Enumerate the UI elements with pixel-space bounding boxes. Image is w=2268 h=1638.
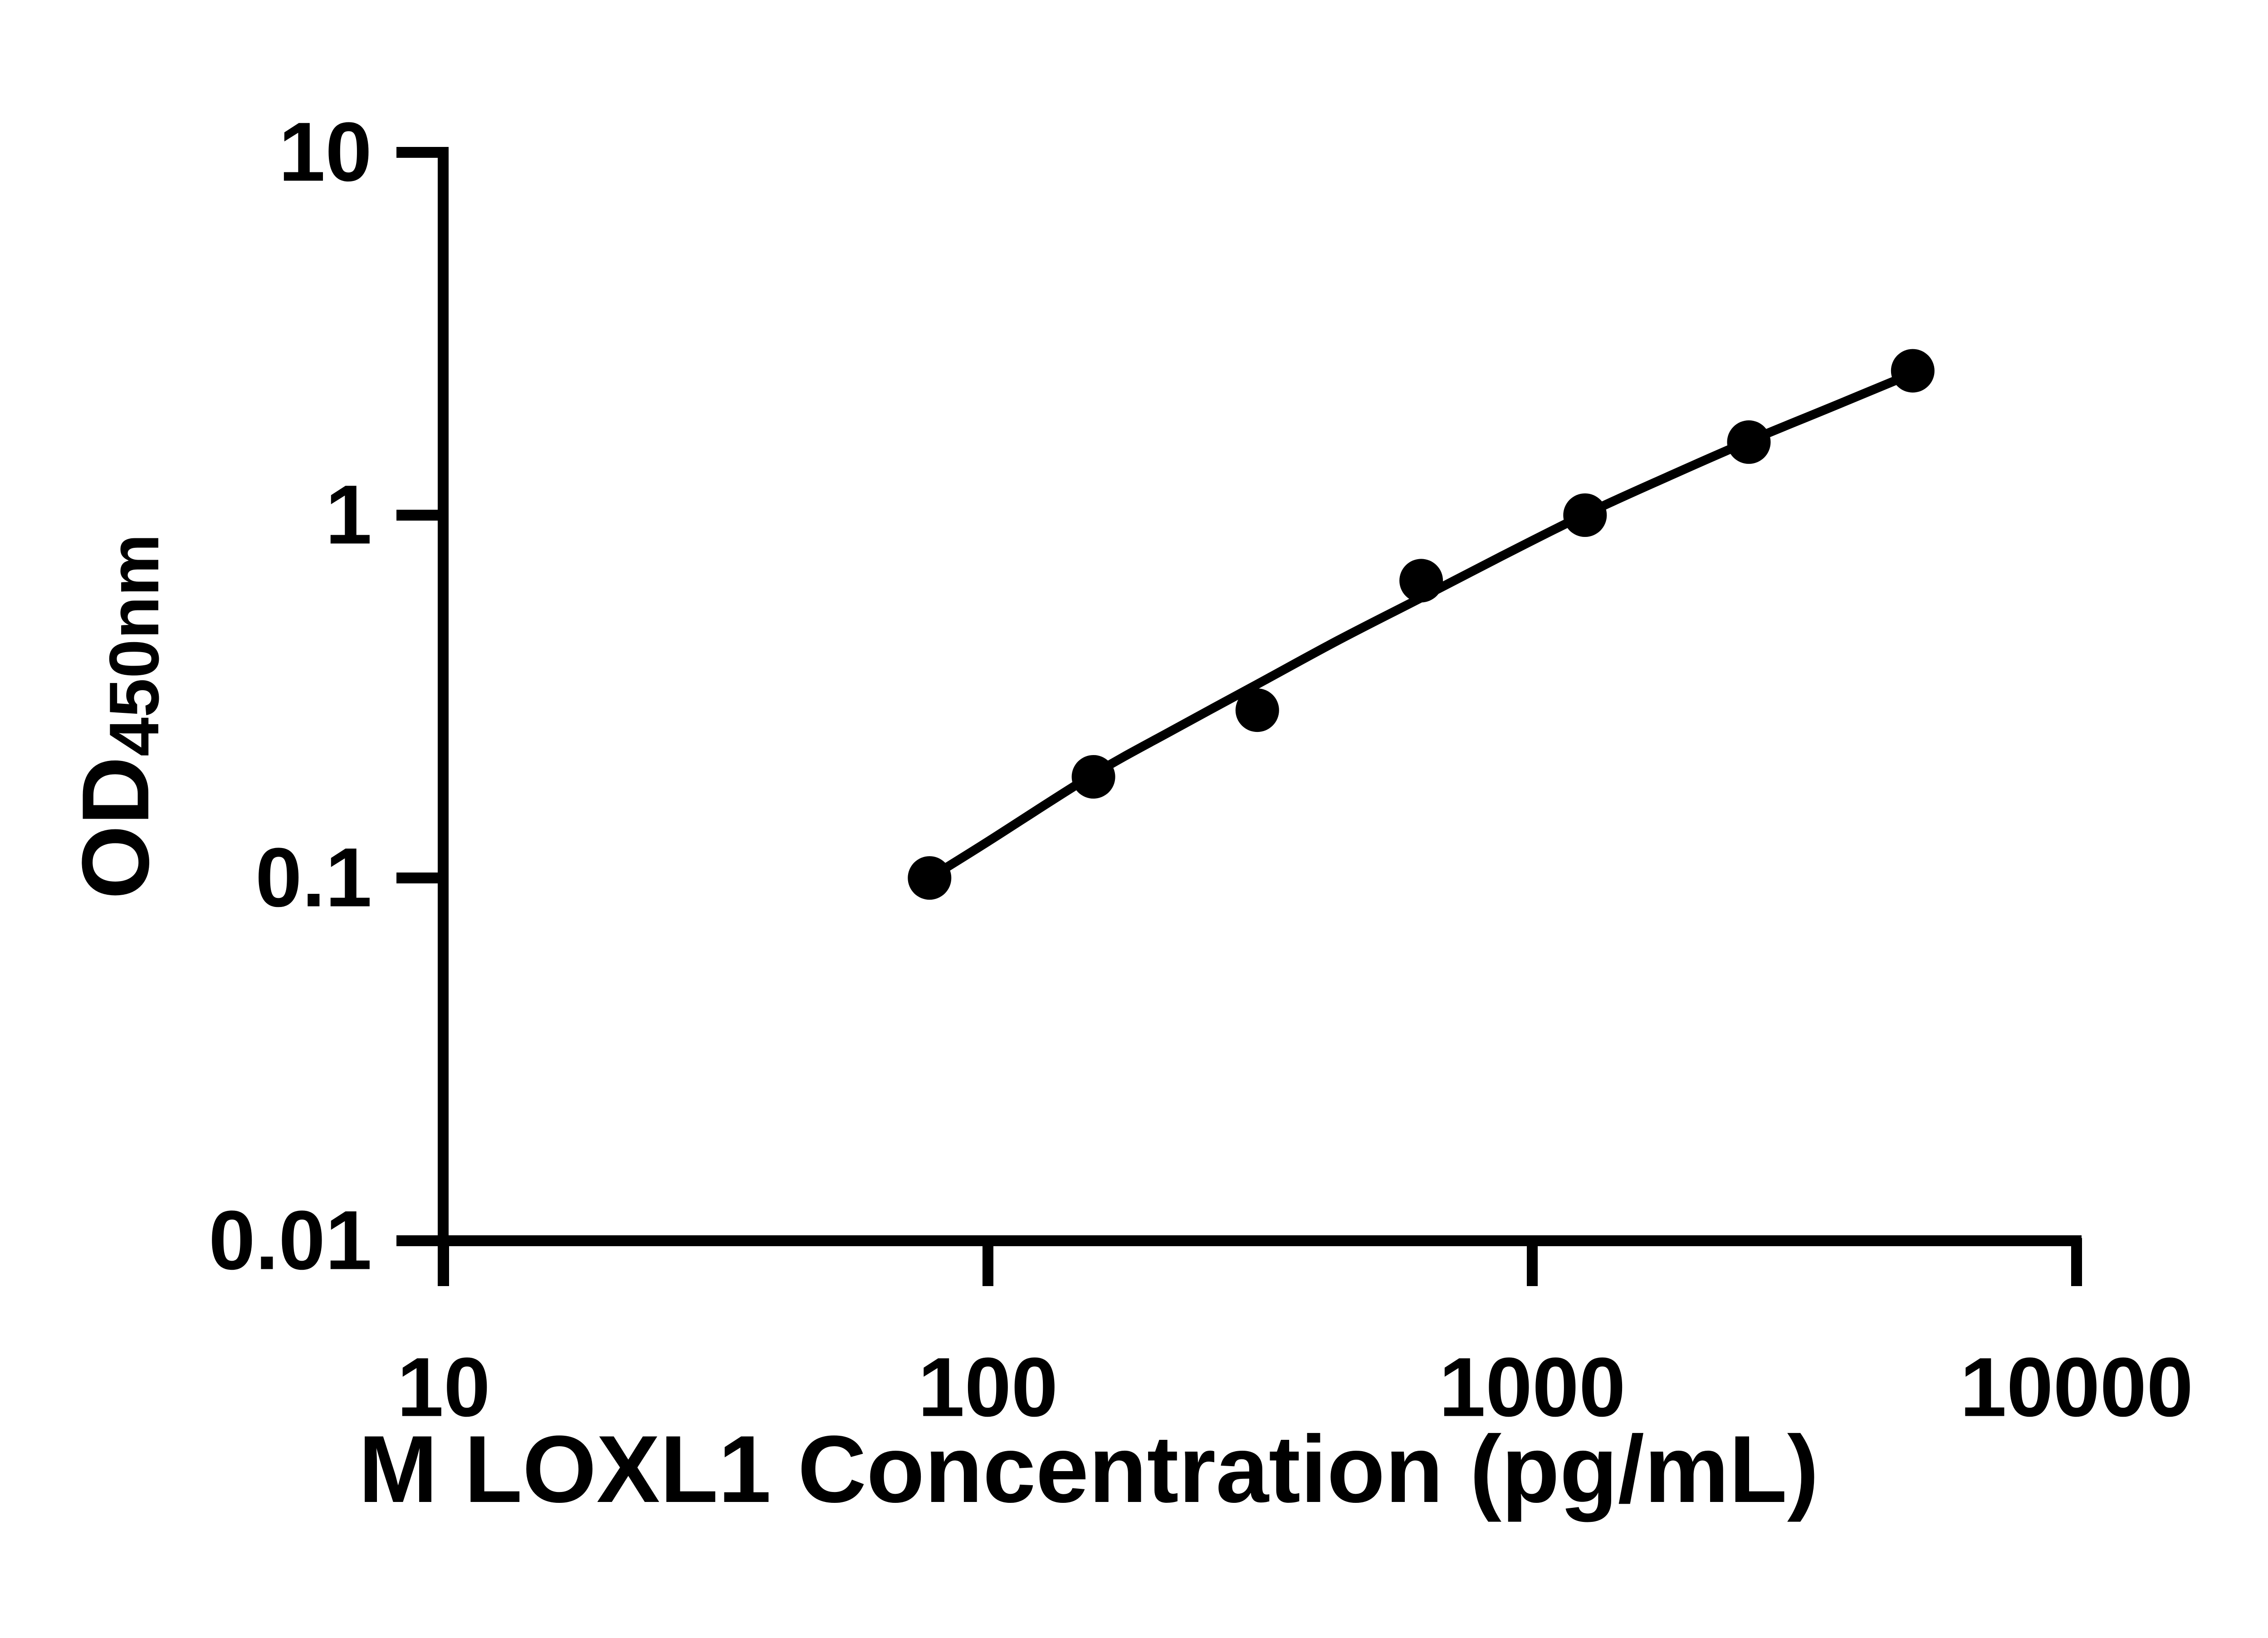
x-tick-label: 10 <box>397 1341 490 1434</box>
data-point <box>1071 755 1115 799</box>
x-tick-label: 10000 <box>1960 1341 2194 1434</box>
y-axis-title: OD450nm <box>62 534 173 899</box>
data-point <box>1563 493 1607 537</box>
y-tick-label: 0.01 <box>208 1194 372 1287</box>
y-tick-label: 0.1 <box>255 831 372 925</box>
data-point <box>908 856 952 900</box>
x-tick-label: 100 <box>918 1341 1058 1434</box>
data-point <box>1891 349 1935 393</box>
x-axis-title: M LOXL1 Concentration (pg/mL) <box>358 1416 1819 1522</box>
y-tick-label: 1 <box>325 468 372 562</box>
y-axis-title-main: OD <box>62 756 169 900</box>
x-tick-label: 1000 <box>1439 1341 1626 1434</box>
y-tick-label: 10 <box>279 105 372 199</box>
y-axis-title-subscript: 450nm <box>94 533 173 757</box>
data-point <box>1727 420 1771 464</box>
data-point <box>1399 559 1443 603</box>
data-point <box>1235 688 1279 732</box>
